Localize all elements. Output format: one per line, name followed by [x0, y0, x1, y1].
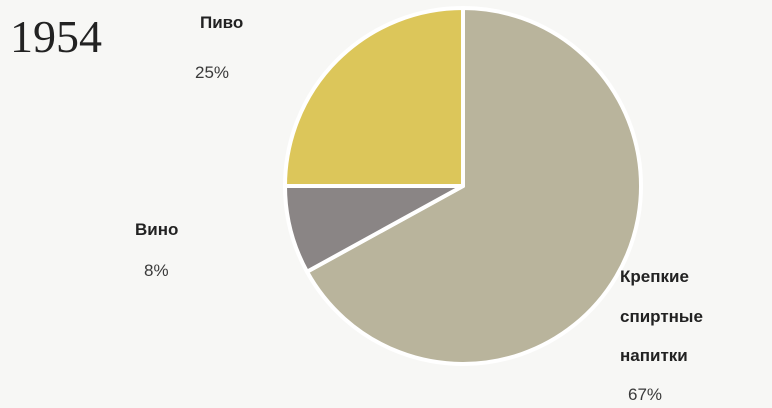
pie-slice-strong-spirits — [305, 6, 643, 366]
slice-label-strong-spirits-line-2: спиртные — [620, 307, 703, 326]
label-wine: Вино 8% — [135, 220, 178, 280]
slice-value-beer: 25% — [195, 63, 229, 82]
pie-slices — [283, 6, 643, 366]
label-beer: Пиво 25% — [195, 13, 243, 82]
slice-label-wine: Вино — [135, 220, 178, 239]
slice-label-beer: Пиво — [200, 13, 243, 32]
chart-title: 1954 — [10, 11, 102, 62]
label-strong-spirits: Крепкие спиртные напитки 67% — [620, 267, 703, 404]
slice-value-wine: 8% — [144, 261, 169, 280]
slice-label-strong-spirits-line-3: напитки — [620, 346, 688, 365]
pie-slice-beer — [283, 6, 465, 188]
slice-label-strong-spirits-line-1: Крепкие — [620, 267, 689, 286]
slice-value-strong-spirits: 67% — [628, 385, 662, 404]
